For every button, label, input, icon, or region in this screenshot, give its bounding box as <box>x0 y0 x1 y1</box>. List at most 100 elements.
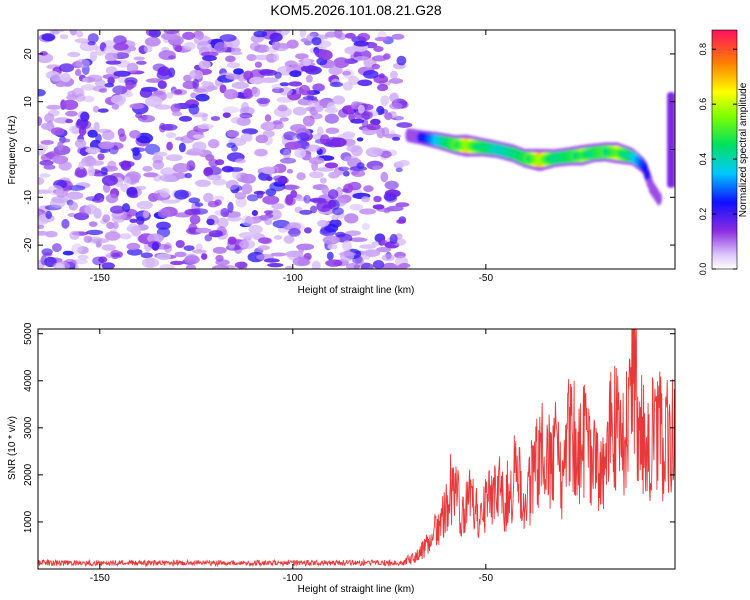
noise-blob <box>151 241 160 251</box>
spectrogram-xtick-label: -50 <box>479 273 494 284</box>
noise-blob <box>142 165 153 172</box>
noise-blob <box>38 217 49 225</box>
noise-blob <box>373 195 382 203</box>
noise-blob <box>219 84 227 94</box>
noise-blob <box>203 192 214 203</box>
noise-blob <box>49 198 66 208</box>
noise-blob <box>284 141 302 150</box>
noise-blob <box>67 51 81 58</box>
spectrogram-ytick-label: 0 <box>23 146 34 152</box>
noise-blob <box>119 233 132 240</box>
noise-blob <box>381 262 398 269</box>
noise-blob <box>256 97 271 105</box>
noise-blob <box>380 95 390 106</box>
noise-blob <box>39 51 48 56</box>
noise-blob <box>62 99 79 111</box>
noise-blob <box>145 30 158 37</box>
snr-ytick-label: 3000 <box>23 416 34 439</box>
noise-blob <box>184 255 200 265</box>
noise-blob <box>328 61 336 68</box>
noise-blob <box>288 228 301 237</box>
noise-blob <box>172 163 190 173</box>
noise-blob <box>227 201 234 213</box>
noise-blob <box>262 195 280 205</box>
noise-blob <box>126 248 143 256</box>
noise-blob <box>38 52 54 64</box>
noise-blob <box>303 194 311 204</box>
noise-blob <box>57 141 64 151</box>
noise-blob <box>163 30 180 34</box>
noise-blob <box>226 130 240 138</box>
noise-blob <box>246 194 259 202</box>
noise-blob <box>353 40 369 47</box>
noise-blob <box>159 187 170 198</box>
noise-blob <box>69 30 78 36</box>
noise-blob <box>322 235 340 245</box>
noise-blob <box>239 112 253 119</box>
snr-ytick-label: 4000 <box>23 369 34 392</box>
snr-xtick-label: -50 <box>479 573 494 584</box>
noise-blob <box>363 70 379 79</box>
noise-blob <box>361 223 371 230</box>
noise-blob <box>264 210 273 215</box>
noise-blob <box>392 136 401 141</box>
noise-blob <box>391 33 405 40</box>
noise-blob <box>38 89 46 97</box>
noise-blob <box>165 154 183 162</box>
noise-blob <box>45 210 52 220</box>
noise-blob <box>157 80 167 89</box>
noise-blob <box>233 68 244 75</box>
noise-blob <box>112 85 128 95</box>
noise-blob <box>277 104 288 112</box>
noise-blob <box>46 104 62 110</box>
noise-blob <box>332 95 346 105</box>
noise-blob <box>381 254 395 262</box>
noise-blob <box>308 157 325 165</box>
noise-blob <box>227 236 237 245</box>
noise-blob <box>342 240 352 252</box>
colorbar-tick-label: 0.2 <box>698 208 708 221</box>
noise-blob <box>271 203 285 210</box>
noise-blob <box>193 35 212 46</box>
noise-blob <box>104 52 118 62</box>
noise-blob <box>215 159 225 166</box>
noise-blob <box>194 202 204 207</box>
colorbar-ticks: 0.0 0.2 0.4 0.6 0.8 <box>698 43 737 275</box>
noise-blob <box>43 164 56 170</box>
noise-blob <box>183 245 195 252</box>
noise-blob <box>248 224 263 234</box>
noise-blob <box>144 143 161 155</box>
noise-blob <box>356 162 365 170</box>
noise-blob <box>325 31 338 38</box>
noise-blob <box>343 156 359 163</box>
noise-blob <box>41 33 56 42</box>
noise-blob <box>374 36 389 42</box>
noise-blob <box>178 115 193 122</box>
noise-blob <box>338 166 350 171</box>
noise-blob <box>188 103 200 115</box>
noise-blob <box>363 185 374 193</box>
noise-blob <box>38 224 45 230</box>
noise-blob <box>324 113 339 124</box>
noise-blob <box>340 250 355 262</box>
spectrogram-xlabel: Height of straight line (km) <box>298 285 415 296</box>
signal-segment <box>620 150 628 159</box>
noise-blob <box>272 120 283 125</box>
noise-blob <box>195 243 203 251</box>
noise-blob <box>271 83 282 90</box>
noise-blob <box>212 246 227 254</box>
noise-blob <box>87 129 98 138</box>
noise-blob <box>329 137 347 148</box>
noise-blob <box>174 251 187 258</box>
noise-blob <box>302 115 315 127</box>
noise-blob <box>62 250 74 256</box>
noise-blob <box>53 261 70 269</box>
noise-blob <box>289 70 302 78</box>
noise-blob <box>271 40 281 51</box>
noise-blob <box>130 225 142 237</box>
noise-blob <box>384 180 399 190</box>
noise-blob <box>239 239 256 249</box>
noise-blob <box>214 199 222 206</box>
